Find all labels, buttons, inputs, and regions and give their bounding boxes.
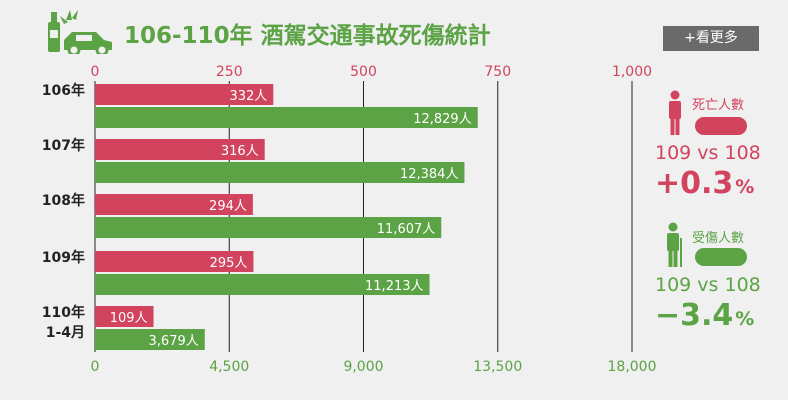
deaths-bar-label: 316人 — [221, 144, 259, 159]
injuries-bar — [95, 162, 465, 183]
injuries-change: −3.4% — [655, 298, 754, 333]
injuries-legend-swatch — [695, 248, 747, 266]
injuries-bar-label: 3,679人 — [149, 334, 199, 349]
category-label: 108年 — [42, 192, 85, 209]
bottom-axis-tick-label: 9,000 — [343, 359, 383, 375]
deaths-bar-label: 332人 — [229, 89, 267, 104]
page-title: 106-110年 酒駕交通事故死傷統計 — [124, 23, 491, 49]
deaths-bar-label: 294人 — [209, 199, 247, 214]
injuries-bar-label: 12,829人 — [413, 112, 472, 127]
category-label: 1-4月 — [46, 325, 85, 341]
injuries-bar — [95, 274, 430, 295]
top-axis-tick-label: 250 — [216, 64, 243, 80]
top-axis-tick-label: 500 — [350, 64, 377, 80]
category-label: 106年 — [42, 82, 85, 99]
deaths-bar-label: 109人 — [110, 311, 148, 326]
category-label: 107年 — [42, 137, 85, 154]
injuries-stat-label: 受傷人數 — [692, 231, 745, 246]
top-axis-tick-label: 0 — [91, 64, 100, 80]
deaths-bar — [95, 306, 154, 327]
deaths-stat-label: 死亡人數 — [692, 98, 745, 113]
injuries-bar-label: 11,213人 — [365, 279, 424, 294]
category-label: 109年 — [42, 249, 85, 266]
person-injuries-icon — [667, 222, 682, 267]
injuries-bar — [95, 217, 442, 238]
deaths-bar — [95, 139, 265, 160]
top-axis-tick-label: 750 — [484, 64, 511, 80]
bottom-axis-tick-label: 13,500 — [473, 359, 522, 375]
deaths-bar — [95, 194, 253, 215]
injuries-change-unit: % — [735, 308, 755, 330]
bottom-axis-tick-label: 18,000 — [608, 359, 657, 375]
injuries-bar — [95, 329, 205, 350]
see-more-button[interactable]: +看更多 — [663, 26, 759, 51]
injuries-comparison: 109 vs 108 — [655, 274, 761, 296]
deaths-change: +0.3% — [655, 166, 754, 201]
drunk-driving-logo-icon — [48, 10, 112, 54]
deaths-comparison: 109 vs 108 — [655, 142, 761, 164]
injuries-change-value: −3.4 — [655, 298, 734, 333]
person-deaths-icon — [669, 90, 681, 135]
deaths-bar — [95, 84, 274, 105]
bottom-axis-tick-label: 0 — [91, 359, 100, 375]
injuries-bar — [95, 107, 478, 128]
deaths-change-value: +0.3 — [655, 166, 734, 201]
deaths-change-unit: % — [735, 176, 755, 198]
deaths-bar — [95, 251, 254, 272]
deaths-legend-swatch — [695, 117, 747, 135]
category-label: 110年 — [42, 304, 85, 321]
injuries-bar-label: 11,607人 — [377, 222, 436, 237]
injuries-bar-label: 12,384人 — [400, 167, 459, 182]
deaths-bar-label: 295人 — [210, 256, 248, 271]
bottom-axis-tick-label: 4,500 — [209, 359, 249, 375]
top-axis-tick-label: 1,000 — [612, 64, 652, 80]
